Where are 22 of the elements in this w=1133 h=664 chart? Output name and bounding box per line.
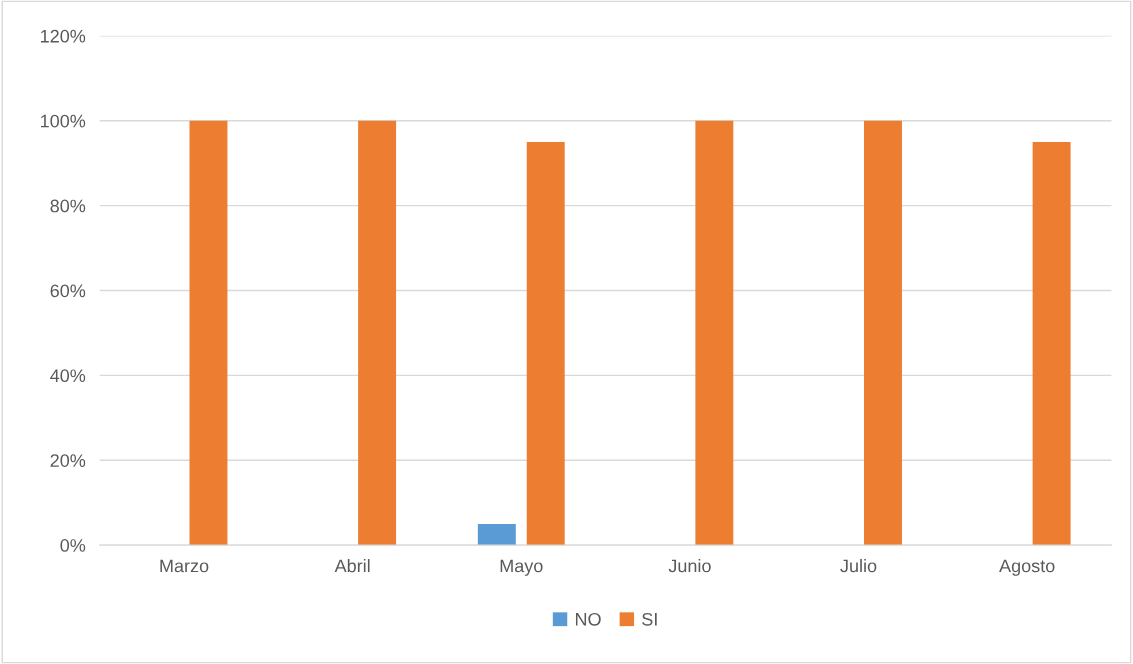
bar: [1032, 141, 1071, 546]
x-tick-label: Marzo: [160, 559, 209, 573]
y-tick-label: 120%: [41, 29, 86, 43]
x-tick-label: Agosto: [999, 559, 1055, 576]
legend-label: NO: [575, 612, 601, 626]
x-tick-label: Junio: [668, 559, 711, 573]
bar: [189, 120, 228, 546]
y-tick-label: 0%: [60, 539, 86, 552]
bar: [864, 120, 902, 546]
bar: [526, 141, 565, 546]
legend-label: SI: [642, 612, 657, 626]
y-tick-label: 100%: [41, 114, 86, 128]
y-tick-label: 20%: [50, 454, 86, 467]
bar: [358, 120, 397, 546]
y-tick-label: 80%: [50, 199, 86, 213]
x-tick-label: Julio: [840, 559, 877, 573]
y-tick-label: 60%: [50, 284, 86, 298]
bar: [477, 523, 516, 546]
x-tick-label: Mayo: [500, 559, 543, 576]
x-tick-label: Abril: [334, 559, 370, 573]
bar: [695, 120, 734, 546]
y-tick-label: 40%: [50, 369, 86, 383]
